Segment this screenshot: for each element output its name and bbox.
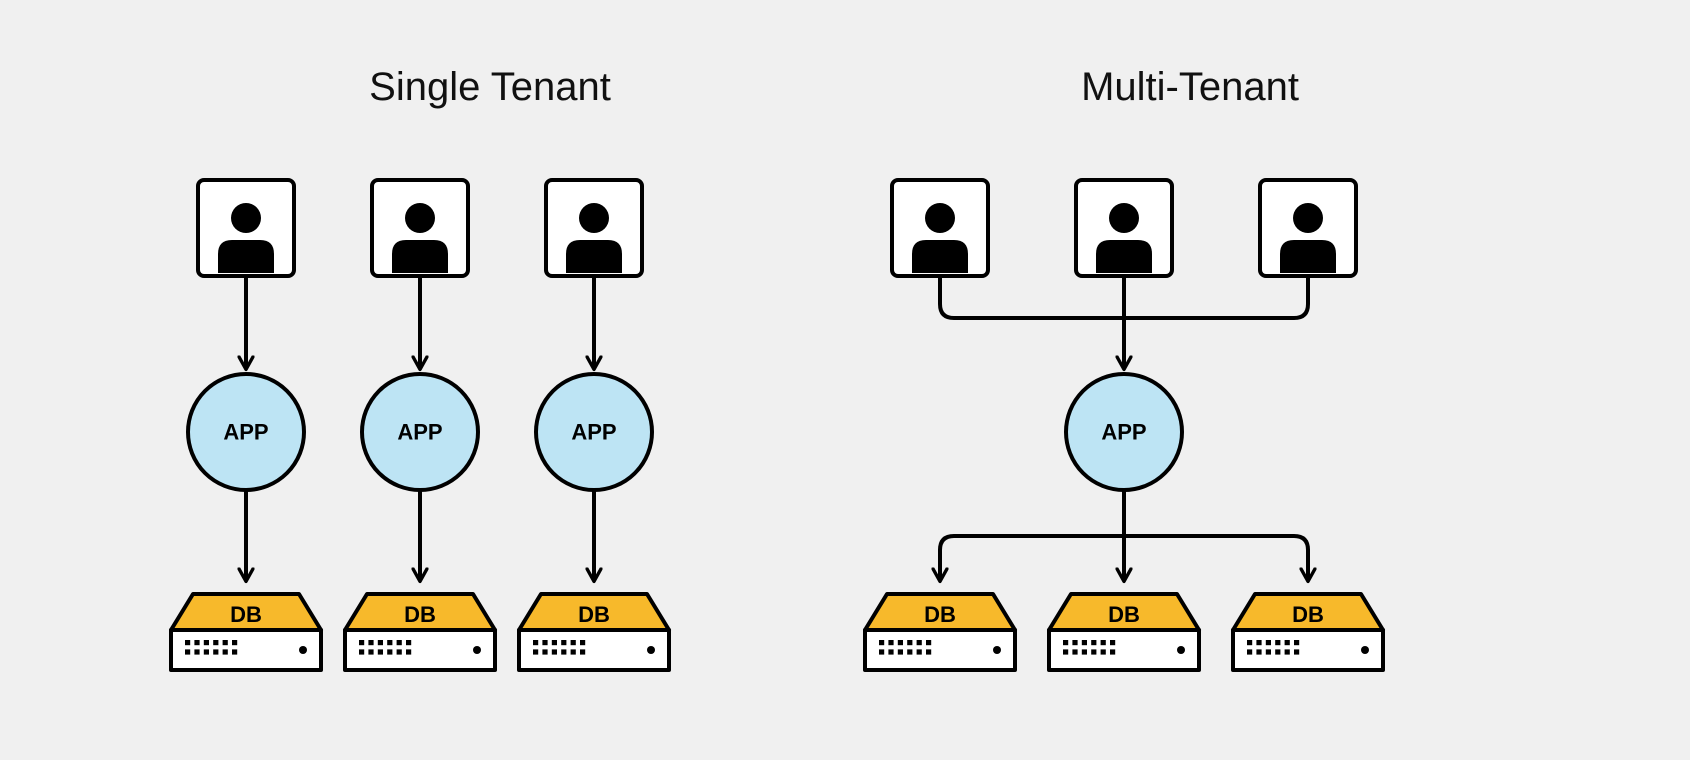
db-node: DB bbox=[171, 594, 321, 670]
db-label: DB bbox=[230, 602, 262, 627]
db-node: DB bbox=[1049, 594, 1199, 670]
db-node: DB bbox=[865, 594, 1015, 670]
app-node: APP bbox=[188, 374, 304, 490]
db-node: DB bbox=[1233, 594, 1383, 670]
db-label: DB bbox=[1108, 602, 1140, 627]
user-icon bbox=[1260, 180, 1356, 276]
user-icon bbox=[198, 180, 294, 276]
db-label: DB bbox=[1292, 602, 1324, 627]
db-label: DB bbox=[924, 602, 956, 627]
db-node: DB bbox=[519, 594, 669, 670]
app-label: APP bbox=[397, 420, 442, 445]
db-node: DB bbox=[345, 594, 495, 670]
app-label: APP bbox=[1101, 420, 1146, 445]
db-label: DB bbox=[404, 602, 436, 627]
db-label: DB bbox=[578, 602, 610, 627]
user-icon bbox=[372, 180, 468, 276]
panel-title: Single Tenant bbox=[369, 65, 611, 109]
app-node: APP bbox=[536, 374, 652, 490]
user-icon bbox=[892, 180, 988, 276]
app-node: APP bbox=[362, 374, 478, 490]
user-icon bbox=[1076, 180, 1172, 276]
app-label: APP bbox=[571, 420, 616, 445]
app-node: APP bbox=[1066, 374, 1182, 490]
app-label: APP bbox=[223, 420, 268, 445]
diagram-canvas: Single Tenant APP APP APP DB DB DB Multi-Tenant… bbox=[0, 0, 1690, 760]
panel-title: Multi-Tenant bbox=[1081, 65, 1299, 109]
user-icon bbox=[546, 180, 642, 276]
